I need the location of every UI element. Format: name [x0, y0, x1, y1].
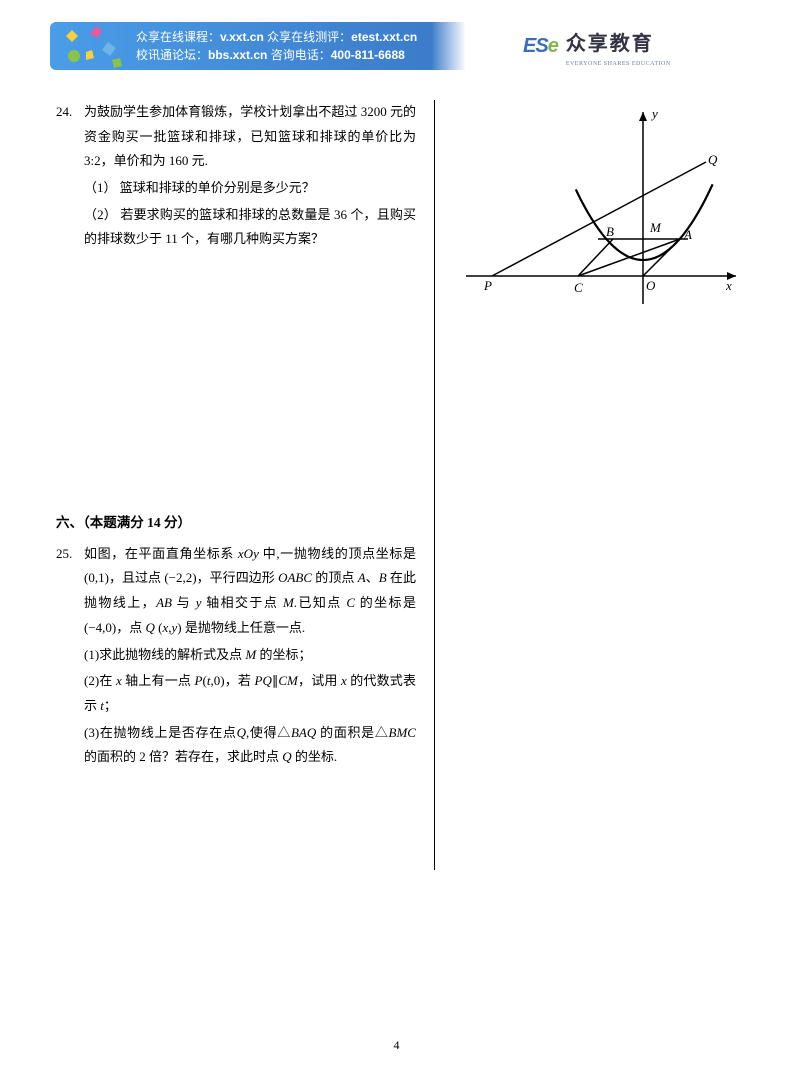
svg-text:P: P: [483, 278, 492, 293]
header-line2-label2: 咨询电话：: [267, 48, 330, 62]
question-25: 25. 如图，在平面直角坐标系 xOy 中,一抛物线的顶点坐标是 (0,1)，且…: [56, 542, 416, 772]
header-line1-label2: 众享在线测评：: [264, 30, 351, 44]
q24-stem: 为鼓励学生参加体育锻炼，学校计划拿出不超过 3200 元的资金购买一批篮球和排球…: [84, 100, 416, 174]
right-column: x y O P C B M A Q: [434, 100, 744, 782]
svg-text:Q: Q: [708, 152, 718, 167]
header-line1-url1: v.xxt.cn: [220, 30, 264, 44]
header-line2-phone: 400-811-6688: [331, 48, 405, 62]
svg-text:x: x: [725, 278, 732, 293]
q24-number: 24.: [56, 100, 84, 254]
q25-part3: (3)在抛物线上是否存在点Q,使得△BAQ 的面积是△BMC 的面积的 2 倍？…: [84, 721, 416, 770]
header-line1-url2: etest.xxt.cn: [351, 30, 417, 44]
q25-number: 25.: [56, 542, 84, 772]
header-line2-url1: bbs.xxt.cn: [208, 48, 267, 62]
ese-logo: ESe: [523, 27, 558, 65]
header-text: 众享在线课程：v.xxt.cn 众享在线测评：etest.xxt.cn 校讯通论…: [136, 28, 513, 64]
q24-body: 为鼓励学生参加体育锻炼，学校计划拿出不超过 3200 元的资金购买一批篮球和排球…: [84, 100, 416, 254]
q25-stem: 如图，在平面直角坐标系 xOy 中,一抛物线的顶点坐标是 (0,1)，且过点 (…: [84, 542, 416, 641]
header-banner: 众享在线课程：v.xxt.cn 众享在线测评：etest.xxt.cn 校讯通论…: [50, 22, 743, 70]
q25-figure: x y O P C B M A Q: [458, 104, 738, 324]
question-24: 24. 为鼓励学生参加体育锻炼，学校计划拿出不超过 3200 元的资金购买一批篮…: [56, 100, 416, 254]
header-line1-label1: 众享在线课程：: [136, 30, 220, 44]
section-6-title: 六、（本题满分 14 分）: [56, 510, 416, 536]
coordinate-graph: x y O P C B M A Q: [458, 104, 738, 314]
brand-block: 众享教育 EVERYONE SHARES EDUCATION: [566, 25, 671, 67]
page-number: 4: [0, 1034, 793, 1057]
q25-part2: (2)在 x 轴上有一点 P(t,0)，若 PQ∥CM，试用 x 的代数式表示 …: [84, 669, 416, 718]
header-decoration: [62, 22, 130, 70]
q25-part1: (1)求此抛物线的解析式及点 M 的坐标；: [84, 643, 416, 668]
content-area: 24. 为鼓励学生参加体育锻炼，学校计划拿出不超过 3200 元的资金购买一批篮…: [56, 100, 744, 782]
q24-part2: （2） 若要求购买的篮球和排球的总数量是 36 个，且购买的排球数少于 11 个…: [84, 203, 416, 252]
left-column: 24. 为鼓励学生参加体育锻炼，学校计划拿出不超过 3200 元的资金购买一批篮…: [56, 100, 434, 782]
svg-text:B: B: [606, 224, 614, 239]
ese-e2: e: [548, 35, 558, 57]
svg-text:y: y: [650, 106, 658, 121]
svg-text:A: A: [683, 227, 692, 242]
svg-text:O: O: [646, 278, 656, 293]
q24-part1: （1） 篮球和排球的单价分别是多少元？: [84, 176, 416, 201]
svg-text:M: M: [649, 220, 662, 235]
brand-name: 众享教育: [566, 33, 654, 55]
header-line2-label1: 校讯通论坛：: [136, 48, 208, 62]
header-logo-area: ESe 众享教育 EVERYONE SHARES EDUCATION: [513, 22, 743, 70]
q25-body: 如图，在平面直角坐标系 xOy 中,一抛物线的顶点坐标是 (0,1)，且过点 (…: [84, 542, 416, 772]
ese-text: ES: [523, 35, 548, 57]
brand-sub: EVERYONE SHARES EDUCATION: [566, 61, 671, 67]
svg-text:C: C: [574, 280, 583, 295]
